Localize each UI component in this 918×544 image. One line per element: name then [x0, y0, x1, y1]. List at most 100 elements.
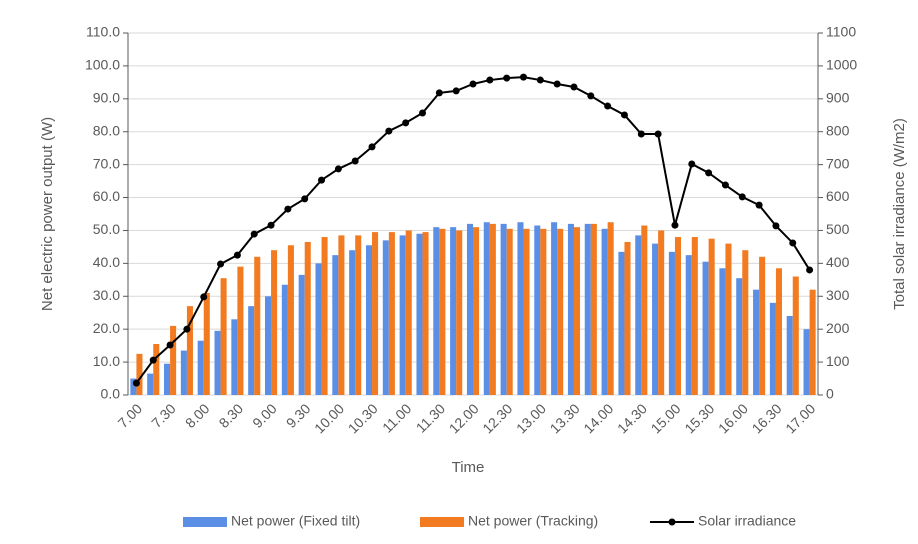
y-axis-title: Net electric power output (W): [39, 117, 56, 311]
point: [200, 293, 208, 301]
x-tick-label: 10.00: [311, 400, 347, 436]
x-tick-label: 11.00: [379, 400, 415, 436]
x-tick-label: 13.00: [513, 400, 549, 436]
bar: [130, 378, 137, 395]
bar: [702, 261, 709, 395]
y2-tick-label: 400: [826, 254, 850, 270]
x-axis-title: Time: [452, 459, 485, 476]
bar: [473, 227, 480, 395]
bar: [759, 256, 766, 395]
bar: [500, 223, 507, 395]
x-tick-label: 16.00: [715, 400, 751, 436]
bar: [685, 255, 692, 395]
bar: [315, 263, 322, 395]
y-tick-label: 70.0: [93, 155, 120, 171]
bar: [540, 228, 547, 395]
x-tick-label: 8.00: [182, 400, 213, 431]
point: [503, 74, 511, 82]
bar: [231, 319, 238, 395]
bar: [523, 228, 530, 395]
bar: [719, 268, 726, 395]
bar: [691, 237, 698, 395]
point: [688, 160, 696, 168]
bar: [264, 296, 272, 395]
y2-tick-label: 1000: [826, 57, 857, 73]
legend-label: Net power (Tracking): [468, 513, 598, 529]
point: [637, 130, 645, 138]
point: [318, 176, 326, 184]
bar: [365, 245, 373, 395]
bar: [624, 241, 631, 395]
bar: [483, 222, 490, 395]
bar: [382, 240, 389, 395]
x-tick-label: 12.00: [446, 400, 482, 436]
x-tick-label: 13.30: [547, 400, 583, 436]
bar: [147, 373, 154, 395]
bar: [753, 289, 760, 395]
point: [402, 119, 410, 127]
y-tick-label: 80.0: [93, 122, 120, 138]
point: [654, 130, 662, 138]
y-tick-label: 100.0: [85, 57, 120, 73]
bar: [725, 243, 732, 395]
point: [570, 83, 578, 91]
x-tick-label: 15.30: [681, 400, 717, 436]
point: [166, 341, 174, 349]
y-tick-label: 50.0: [93, 221, 120, 237]
bar: [321, 237, 328, 395]
x-tick-label: 12.30: [479, 400, 515, 436]
point: [772, 222, 780, 230]
point: [486, 76, 494, 84]
legend-label: Net power (Fixed tilt): [231, 513, 360, 529]
bar: [635, 235, 642, 395]
bar: [439, 228, 446, 395]
bar: [658, 230, 665, 395]
y2-tick-label: 900: [826, 90, 850, 106]
x-tick-label: 17.00: [782, 400, 818, 436]
bar: [534, 225, 541, 395]
bar: [287, 245, 294, 395]
y2-tick-label: 600: [826, 188, 850, 204]
bar: [517, 222, 524, 395]
point: [149, 356, 157, 364]
bar: [203, 292, 210, 395]
bar: [674, 237, 682, 395]
bar: [136, 353, 143, 395]
bar: [153, 343, 160, 395]
point: [435, 89, 443, 97]
bar: [355, 235, 362, 395]
y2-tick-label: 500: [826, 221, 850, 237]
bar: [399, 235, 406, 395]
point: [806, 266, 814, 274]
bar: [489, 223, 496, 395]
point: [789, 239, 797, 247]
bar: [584, 223, 591, 395]
y2-tick-label: 100: [826, 353, 850, 369]
x-tick-label: 7.00: [115, 400, 146, 431]
point: [419, 109, 427, 117]
point: [671, 221, 679, 229]
point: [620, 111, 628, 119]
bar: [433, 227, 440, 395]
bar: [601, 228, 608, 395]
legend-swatch: [668, 518, 676, 526]
point: [519, 73, 527, 81]
legend-label: Solar irradiance: [698, 513, 796, 529]
bar: [281, 284, 288, 395]
point: [536, 76, 544, 84]
point: [604, 102, 612, 110]
y2-tick-label: 800: [826, 122, 850, 138]
point: [250, 230, 258, 238]
point: [217, 260, 225, 268]
bar: [237, 266, 244, 395]
point: [452, 87, 460, 95]
x-tick-label: 16.30: [749, 400, 785, 436]
point: [351, 157, 359, 165]
bar: [573, 227, 581, 395]
bar: [271, 250, 278, 395]
bar: [792, 276, 799, 395]
y-tick-label: 20.0: [93, 320, 120, 336]
bar: [254, 256, 261, 395]
y-tick-label: 90.0: [93, 90, 120, 106]
